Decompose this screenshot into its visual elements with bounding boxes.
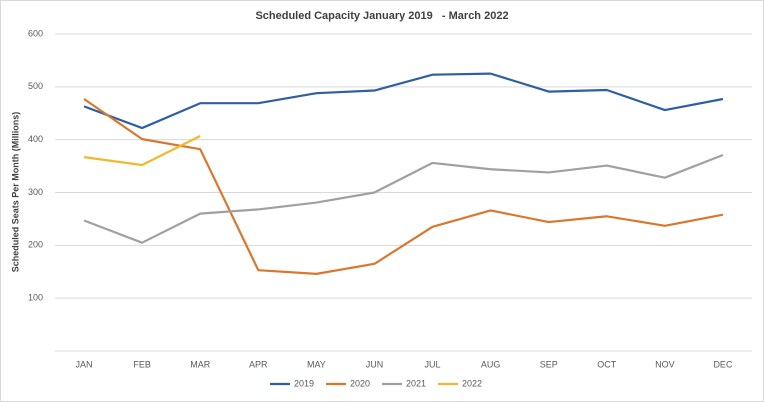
legend-label: 2019: [294, 378, 314, 388]
chart-title: Scheduled Capacity January 2019 - March …: [255, 10, 508, 22]
x-tick-label: MAR: [190, 359, 211, 369]
x-tick-label: MAY: [307, 359, 326, 369]
series-line: [83, 134, 201, 167]
x-tick-label: SEP: [540, 359, 558, 369]
y-tick-label: 100: [28, 293, 43, 303]
legend-label: 2020: [350, 378, 370, 388]
x-tick-label: JUN: [366, 359, 384, 369]
y-tick-label: 400: [28, 134, 43, 144]
legend-label: 2021: [406, 378, 426, 388]
x-tick-label: APR: [249, 359, 268, 369]
y-tick-label: 500: [28, 81, 43, 91]
y-tick-label: 300: [28, 187, 43, 197]
x-tick-label: FEB: [133, 359, 151, 369]
x-tick-label: NOV: [655, 359, 675, 369]
x-tick-label: AUG: [481, 359, 501, 369]
x-tick-label: JUL: [425, 359, 441, 369]
series-line: [83, 72, 724, 130]
y-tick-label: 200: [28, 240, 43, 250]
x-tick-label: JAN: [76, 359, 93, 369]
series-line: [83, 98, 724, 275]
x-tick-label: OCT: [597, 359, 617, 369]
series-line: [83, 153, 724, 244]
x-tick-label: DEC: [713, 359, 733, 369]
legend-label: 2022: [462, 378, 482, 388]
y-axis-label: Scheduled Seats Per Month (Millions): [10, 112, 20, 273]
y-tick-label: 600: [28, 28, 43, 38]
